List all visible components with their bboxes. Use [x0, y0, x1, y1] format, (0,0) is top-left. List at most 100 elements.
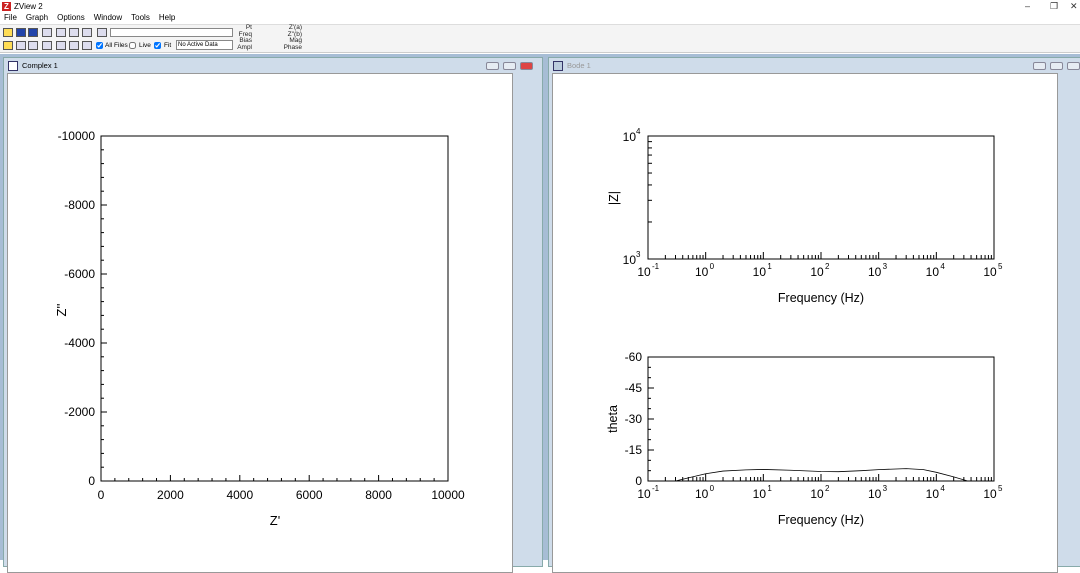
menu-help[interactable]: Help [158, 13, 176, 22]
x-tick-exponent: 1 [767, 262, 772, 271]
magnitude-plot: Frequency (Hz) |Z| 10 -1 10 0 10 1 10 2 10 3 10 4 10… [607, 127, 1003, 305]
table-icon[interactable] [16, 41, 26, 50]
close-button[interactable]: ✕ [1070, 1, 1078, 11]
bode-plot-area [552, 73, 1058, 573]
save-icon[interactable] [16, 28, 26, 37]
mag-ylabel: |Z| [607, 191, 621, 205]
refresh-icon[interactable] [97, 28, 107, 37]
save-as-icon[interactable] [28, 28, 38, 37]
x-tick-exponent: 0 [710, 484, 715, 493]
zoom-out-icon[interactable] [82, 41, 92, 50]
x-tick-label: 10 [983, 487, 997, 501]
y-tick-label: -10000 [58, 129, 96, 143]
bode-plot-icon [553, 61, 563, 71]
complex-plot-icon [8, 61, 18, 71]
fit-icon[interactable] [42, 41, 52, 50]
menu-graph[interactable]: Graph [25, 13, 49, 22]
y-tick-label: -30 [625, 412, 643, 426]
x-tick-exponent: 4 [940, 262, 945, 271]
data-select[interactable]: No Active Data [176, 40, 233, 50]
mag-xlabel: Frequency (Hz) [778, 291, 864, 305]
maximize-button[interactable] [503, 62, 516, 70]
x-tick-label: 8000 [365, 488, 392, 502]
phase-curve [675, 468, 968, 482]
zoom-icon[interactable] [69, 28, 79, 37]
bode-window: Bode 1 [548, 57, 1080, 573]
x-tick-exponent: 5 [998, 262, 1003, 271]
y-tick-label: 0 [635, 474, 642, 488]
x-tick-label: 4000 [226, 488, 253, 502]
live-label: Live [139, 42, 151, 49]
y-tick-label: 0 [88, 474, 95, 488]
y-tick-label: -15 [625, 443, 643, 457]
x-tick-exponent: -1 [652, 484, 660, 493]
all-files-checkbox[interactable] [96, 42, 103, 49]
data-scrollbar[interactable] [110, 28, 233, 37]
menu-window[interactable]: Window [93, 13, 123, 22]
readout-freq: Freq [238, 30, 252, 38]
readout-zimag: Z''(b) [287, 30, 302, 38]
y-tick-exponent: 4 [636, 127, 641, 136]
x-tick-label: 10 [810, 487, 824, 501]
complex-frame [100, 135, 449, 482]
graph-icon[interactable] [28, 41, 38, 50]
x-tick-label: 2000 [157, 488, 184, 502]
complex-plot-area [7, 73, 513, 573]
minimize-button[interactable]: – [1025, 1, 1031, 11]
readout-mag: Mag [289, 37, 302, 44]
x-tick-label: 10 [983, 265, 997, 279]
readouts-right: Z'(a) Z''(b) Mag Phase [278, 24, 302, 51]
menu-tools[interactable]: Tools [131, 13, 150, 22]
app-title: ZView 2 [14, 2, 43, 11]
x-tick-label: 10 [695, 487, 709, 501]
y-tick-label: -8000 [64, 198, 95, 212]
x-tick-label: 10 [810, 265, 824, 279]
minimize-button[interactable] [1033, 62, 1046, 70]
menu-file[interactable]: File [4, 13, 17, 22]
y-tick-label: 10 [623, 253, 637, 267]
menu-options[interactable]: Options [57, 13, 85, 22]
fit-label: Fit [164, 42, 172, 49]
x-tick-exponent: 3 [883, 484, 888, 493]
minimize-button[interactable] [486, 62, 499, 70]
zview-logo-icon: Z [2, 2, 11, 11]
restore-button[interactable]: ❐ [1050, 1, 1059, 11]
readout-ampl: Ampl [237, 43, 252, 51]
x-tick-label: 10 [868, 265, 882, 279]
y-tick-label: -60 [625, 350, 643, 364]
readouts-left: Pt Freq Bias Ampl [230, 24, 252, 51]
maximize-button[interactable] [1050, 62, 1063, 70]
y-tick-exponent: 3 [636, 250, 641, 259]
app-titlebar: Z ZView 2 – ❐ ✕ [0, 0, 1080, 13]
y-tick-label: -45 [625, 381, 643, 395]
bode-window-title: Bode 1 [567, 61, 591, 70]
x-tick-exponent: 5 [998, 484, 1003, 493]
readout-zreal: Z'(a) [288, 24, 302, 31]
fit-checkbox[interactable] [154, 42, 161, 49]
zoom-in-icon[interactable] [69, 41, 79, 50]
complex-window-title: Complex 1 [22, 61, 58, 70]
complex-plot: Z' Z'' 0 2000 4000 6000 8000 10000 0 -2000 -4000… [54, 129, 465, 528]
readout-bias: Bias [239, 37, 252, 44]
complex-ylabel: Z'' [54, 304, 69, 317]
complex-xlabel: Z' [270, 513, 280, 528]
data-select-value: No Active Data [178, 42, 218, 48]
x-tick-exponent: 3 [883, 262, 888, 271]
open-icon[interactable] [3, 28, 13, 37]
x-tick-label: 10 [753, 265, 767, 279]
close-button[interactable] [520, 62, 533, 70]
all-files-label: All Files [105, 42, 128, 49]
y-tick-label: 10 [623, 130, 637, 144]
mdi-area: Complex 1 Bode 1 [0, 54, 1080, 573]
zoom-in-icon[interactable] [56, 41, 66, 50]
x-tick-label: 6000 [296, 488, 323, 502]
x-tick-label: 10 [637, 487, 651, 501]
x-tick-label: 10 [753, 487, 767, 501]
open-folder-icon[interactable] [3, 41, 13, 50]
zoom-icon[interactable] [56, 28, 66, 37]
print-icon[interactable] [42, 28, 52, 37]
zoom-icon[interactable] [82, 28, 92, 37]
plots-svg: Z' Z'' 0 2000 4000 6000 8000 100000-2000-4000… [54, 127, 1003, 528]
live-checkbox[interactable] [129, 42, 136, 49]
x-tick-label: 10 [637, 265, 651, 279]
